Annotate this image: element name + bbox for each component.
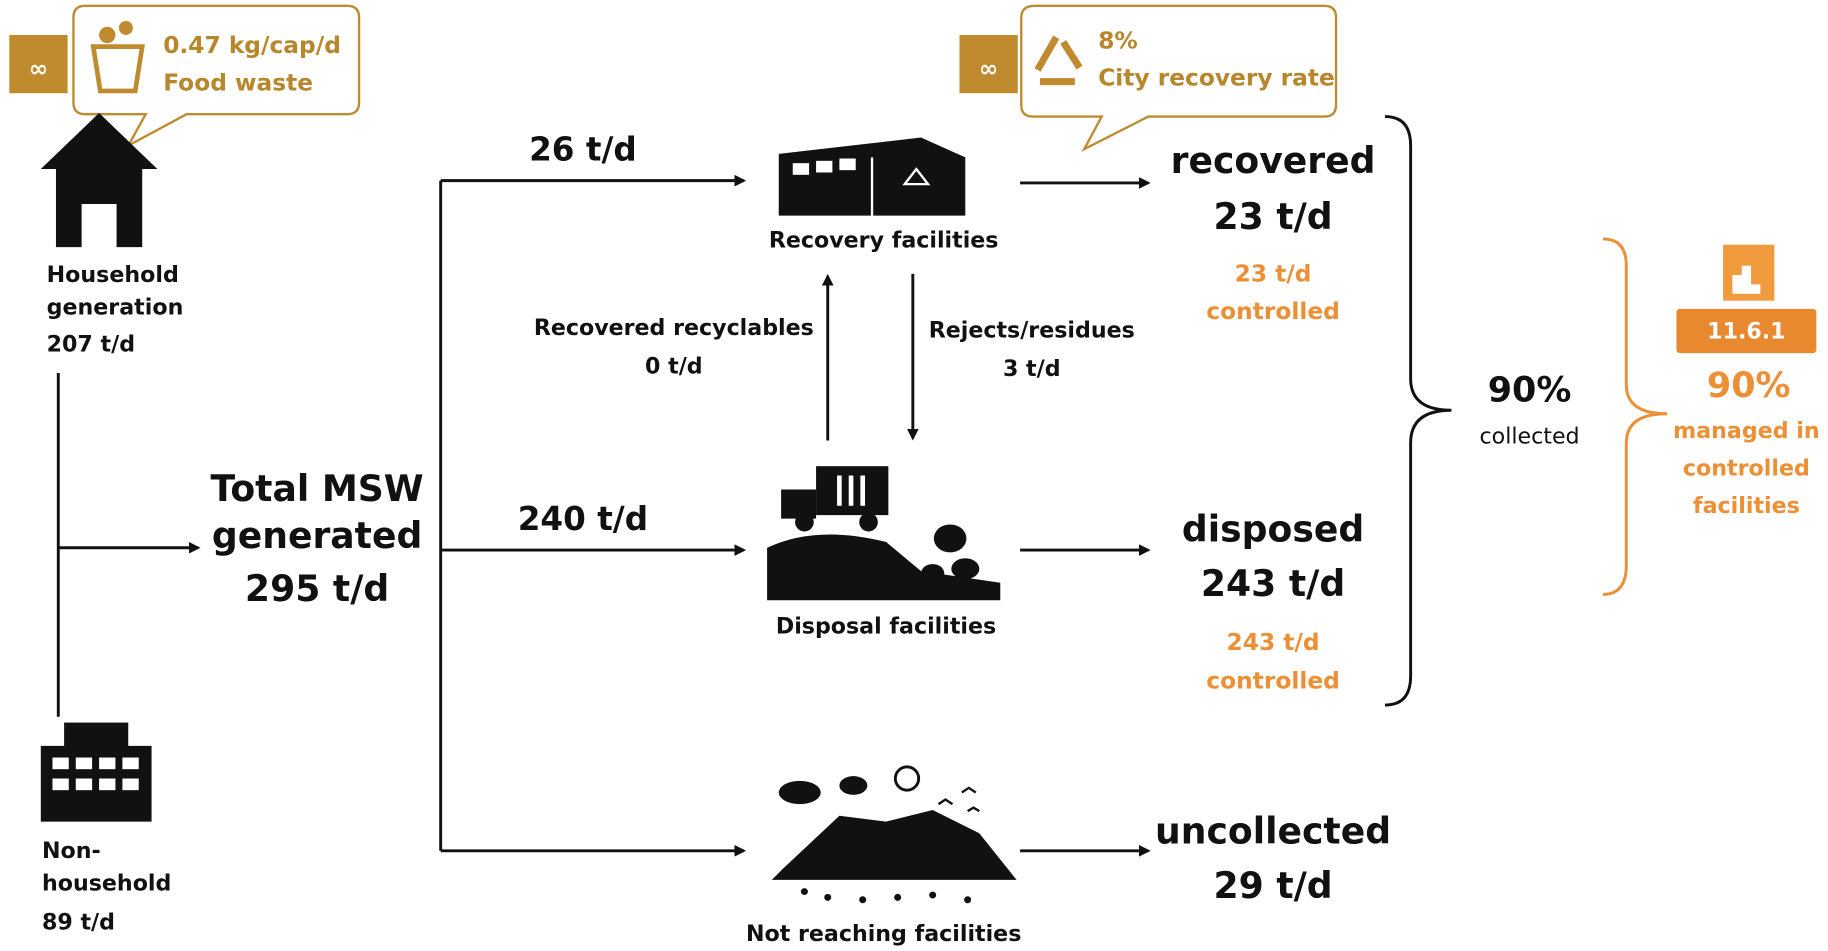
outcome-label: uncollected (1155, 809, 1391, 852)
brace (1385, 117, 1451, 706)
facility-label: Disposal facilities (776, 614, 996, 640)
dumpsite-icon (772, 776, 1017, 903)
indicator-label: managed in controlled facilities (1665, 413, 1828, 525)
outcome-amount: 29 t/d (1213, 864, 1332, 907)
diagram: ∞ 0.47 kg/cap/d Food waste ∞ 8% City rec… (0, 0, 1828, 951)
recyclables-amount: 0 t/d (645, 354, 703, 380)
rejects-label: Rejects/residues (929, 317, 1135, 343)
food-waste-value: 0.47 kg/cap/d (163, 32, 341, 59)
controlled-amount: 23 t/d (1235, 261, 1312, 288)
collected-value: 90% (1488, 371, 1572, 411)
controlled-amount: 243 t/d (1227, 629, 1320, 656)
disposal-facility-icon (767, 466, 1000, 600)
non-household-amount: 89 t/d (42, 910, 115, 936)
recovery-rate-value: 8% (1098, 27, 1138, 54)
food-waste-callout: ∞ 0.47 kg/cap/d Food waste (9, 6, 359, 146)
outcome-amount: 23 t/d (1213, 195, 1332, 238)
outcome-label: recovered (1171, 139, 1376, 182)
svg-text:∞: ∞ (29, 55, 48, 82)
controlled-label: controlled (1206, 667, 1340, 694)
collected-label: collected (1479, 424, 1579, 450)
non-household-label: Non-household generation (42, 834, 217, 904)
recovery-rate-callout: ∞ 8% City recovery rate (959, 6, 1336, 149)
household-amount: 207 t/d (47, 331, 135, 357)
indicator-value: 90% (1707, 366, 1791, 406)
rejects-amount: 3 t/d (1003, 356, 1061, 382)
recyclables-label: Recovered recyclables (534, 315, 814, 341)
controlled-label: controlled (1206, 298, 1340, 325)
flow-to-disposal: 240 t/d (518, 500, 648, 538)
brace (1603, 239, 1667, 594)
indicator-code: 11.6.1 (1707, 319, 1785, 345)
household-label: Household generation (47, 259, 210, 324)
svg-text:∞: ∞ (979, 55, 998, 82)
outcome-label: disposed (1182, 507, 1364, 550)
recovery-rate-label: City recovery rate (1098, 65, 1335, 92)
outcome-amount: 243 t/d (1201, 562, 1345, 605)
facility-label: Not reaching facilities (746, 921, 1021, 947)
total-amount: 295 t/d (245, 567, 389, 610)
flow-to-recovery: 26 t/d (529, 131, 637, 169)
facility-label: Recovery facilities (769, 228, 999, 254)
food-waste-label: Food waste (163, 69, 313, 96)
total-label: Total MSW generated (201, 466, 434, 559)
